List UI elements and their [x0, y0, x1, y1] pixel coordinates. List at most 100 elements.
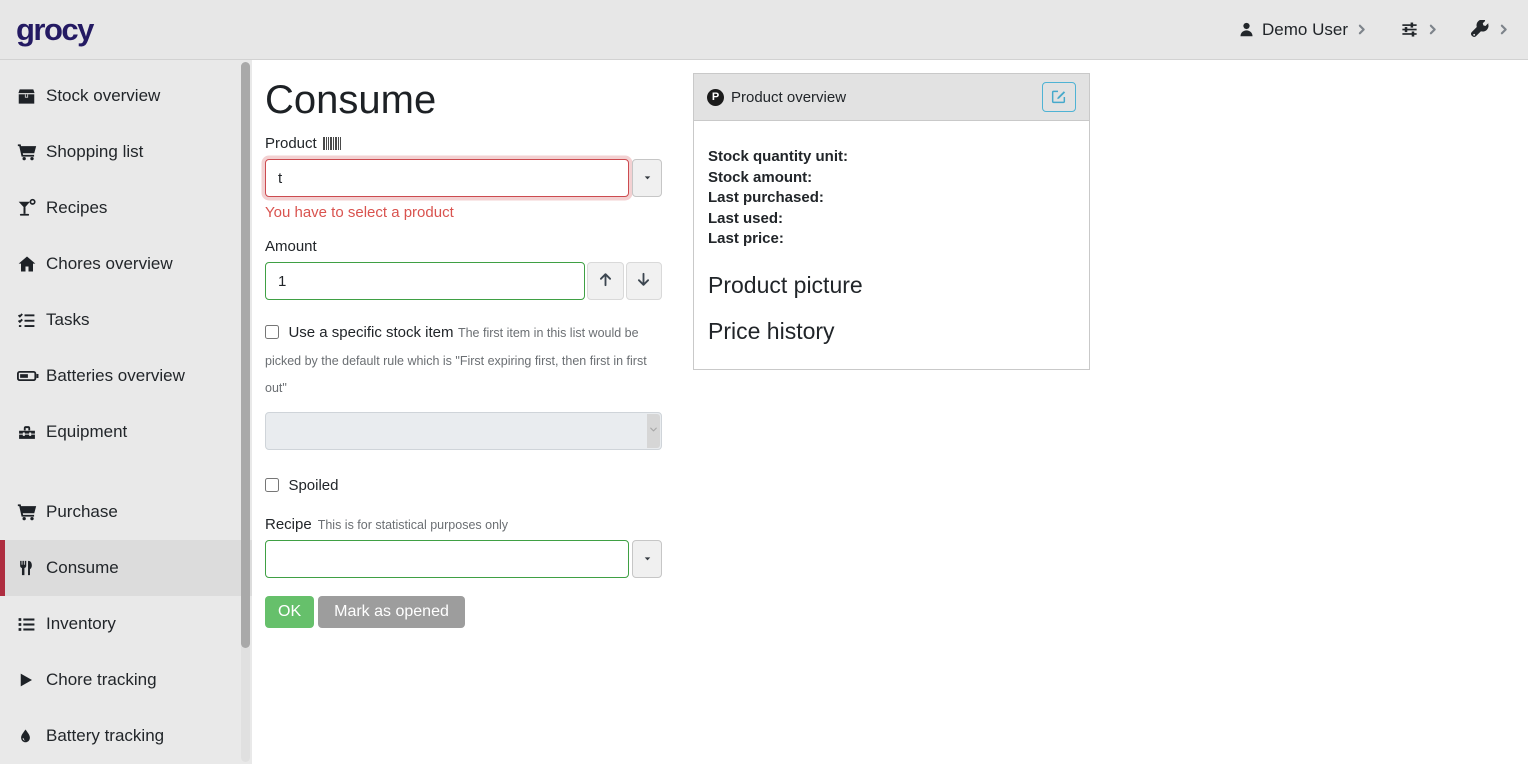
edit-product-button[interactable] — [1042, 82, 1076, 112]
amount-label-row: Amount — [265, 238, 662, 255]
top-header: grocy Demo User — [0, 0, 1528, 60]
overview-field: Stock quantity unit: — [708, 148, 848, 165]
product-label-row: Product — [265, 135, 662, 152]
user-name: Demo User — [1262, 19, 1348, 39]
sidebar-item-equipment[interactable]: Equipment — [0, 404, 252, 460]
mark-as-opened-button[interactable]: Mark as opened — [318, 596, 465, 629]
product-input[interactable] — [265, 159, 629, 197]
sidebar-item-stock-overview[interactable]: Stock overview — [0, 68, 252, 124]
spoiled-row: Spoiled — [265, 472, 662, 500]
page-title: Consume — [265, 78, 437, 122]
recipe-label-row: Recipe This is for statistical purposes … — [265, 516, 662, 533]
amount-input-group — [265, 262, 662, 300]
battery-icon — [17, 365, 41, 387]
shopping-cart-icon — [17, 502, 41, 522]
product-overview-title: Product overview — [731, 88, 847, 106]
select-chevron-area — [647, 413, 660, 448]
product-dropdown-button[interactable] — [632, 159, 662, 197]
recipe-label: Recipe — [265, 516, 312, 534]
recipe-hint: This is for statistical purposes only — [317, 517, 509, 532]
sidebar-divider — [0, 460, 252, 484]
admin-menu[interactable] — [1471, 20, 1510, 39]
sidebar-item-chore-tracking[interactable]: Chore tracking — [0, 652, 252, 708]
sidebar-item-battery-tracking[interactable]: Battery tracking — [0, 708, 252, 764]
spoiled-checkbox[interactable] — [265, 477, 279, 492]
drop-icon — [17, 728, 41, 745]
product-input-group — [265, 159, 662, 197]
main-content: Consume Product You have to select a pro… — [253, 61, 1528, 764]
form-actions: OK Mark as opened — [265, 596, 662, 629]
amount-input[interactable] — [265, 262, 585, 300]
sidebar-item-chores-overview[interactable]: Chores overview — [0, 236, 252, 292]
sidebar-item-label: Battery tracking — [46, 726, 165, 745]
product-overview-header: P Product overview — [694, 74, 1089, 121]
chevron-right-icon — [1355, 23, 1368, 36]
price-history-heading: Price history — [708, 317, 835, 344]
settings-menu[interactable] — [1400, 20, 1439, 39]
sidebar-item-label: Recipes — [46, 198, 108, 217]
arrow-down-icon — [635, 271, 652, 291]
user-icon — [1238, 21, 1255, 38]
sidebar-scrollbar-thumb[interactable] — [241, 62, 250, 648]
header-actions: Demo User — [1238, 20, 1510, 40]
product-overview-card: P Product overview Stock quantity unit: … — [693, 73, 1090, 370]
caret-down-icon — [642, 171, 653, 186]
overview-field: Stock amount: — [708, 168, 813, 186]
chevron-right-icon — [1426, 23, 1439, 36]
sidebar-item-tasks[interactable]: Tasks — [0, 292, 252, 348]
product-error-message: You have to select a product — [265, 204, 454, 221]
recipe-dropdown-button[interactable] — [632, 540, 662, 579]
user-menu[interactable]: Demo User — [1238, 20, 1368, 40]
product-circle-icon: P — [707, 88, 724, 106]
specific-stock-row: Use a specific stock item The first item… — [265, 319, 662, 402]
sidebar-item-purchase[interactable]: Purchase — [0, 484, 252, 540]
sidebar-item-label: Shopping list — [46, 142, 144, 161]
chevron-right-icon — [1497, 23, 1510, 36]
ok-button[interactable]: OK — [265, 596, 315, 629]
specific-stock-checkbox[interactable] — [265, 325, 279, 339]
grocy-logo[interactable]: grocy — [16, 11, 94, 47]
caret-down-icon — [642, 552, 653, 567]
arrow-up-icon — [597, 271, 614, 291]
recipe-input[interactable] — [265, 540, 629, 579]
overview-field: Last purchased: — [708, 189, 824, 206]
sidebar-item-recipes[interactable]: Recipes — [0, 180, 252, 236]
sidebar-item-label: Chore tracking — [46, 670, 157, 689]
stock-item-select — [265, 411, 662, 450]
amount-increase-button[interactable] — [587, 262, 624, 300]
sidebar-item-label: Consume — [46, 558, 119, 577]
product-label: Product — [265, 135, 317, 152]
product-picture-heading: Product picture — [708, 271, 863, 298]
spoiled-label: Spoiled — [288, 476, 339, 494]
sidebar-item-label: Batteries overview — [46, 366, 185, 385]
cocktail-icon — [17, 198, 41, 218]
sidebar-item-batteries-overview[interactable]: Batteries overview — [0, 348, 252, 404]
sidebar-nav: Stock overview Shopping list Recipes Cho… — [0, 60, 252, 764]
sliders-icon — [1400, 20, 1419, 39]
product-overview-body: Stock quantity unit: Stock amount: Last … — [694, 121, 1089, 369]
sidebar-item-label: Chores overview — [46, 254, 173, 273]
sidebar-item-shopping-list[interactable]: Shopping list — [0, 124, 252, 180]
home-icon — [17, 254, 41, 274]
sidebar-item-label: Equipment — [46, 422, 128, 441]
edit-pencil-icon — [1051, 88, 1067, 107]
play-icon — [17, 671, 41, 689]
sidebar-item-inventory[interactable]: Inventory — [0, 596, 252, 652]
list-icon — [17, 615, 41, 634]
amount-decrease-button[interactable] — [625, 262, 662, 300]
consume-form: Consume Product You have to select a pro… — [265, 63, 662, 629]
sidebar-scrollbar-track[interactable] — [241, 62, 250, 762]
sidebar-item-label: Inventory — [46, 614, 116, 633]
box-icon — [17, 87, 41, 106]
sidebar: Stock overview Shopping list Recipes Cho… — [0, 60, 252, 764]
sidebar-item-label: Tasks — [46, 310, 90, 329]
sidebar-item-label: Purchase — [46, 502, 118, 521]
overview-field: Last price: — [708, 230, 784, 247]
overview-field: Last used: — [708, 209, 784, 227]
specific-stock-label: Use a specific stock item — [288, 324, 454, 341]
shopping-cart-icon — [17, 142, 41, 162]
wrench-icon — [1471, 20, 1490, 39]
sidebar-item-label: Stock overview — [46, 86, 161, 105]
toolbox-icon — [17, 422, 41, 442]
sidebar-item-consume[interactable]: Consume — [0, 540, 252, 596]
